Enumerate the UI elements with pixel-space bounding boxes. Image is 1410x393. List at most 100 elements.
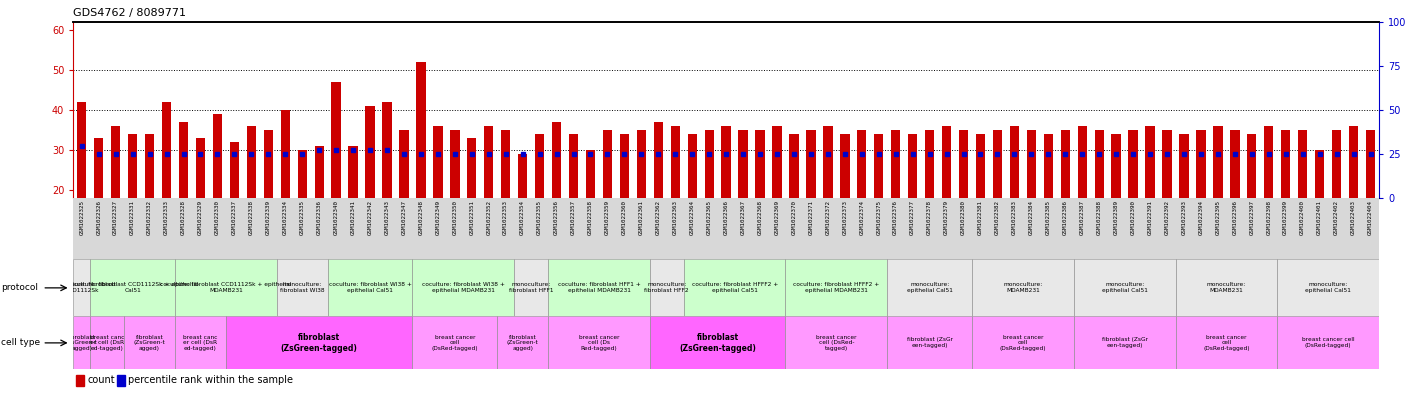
Bar [331, 82, 341, 198]
Text: GSM1022358: GSM1022358 [588, 200, 594, 235]
Text: GSM1022349: GSM1022349 [436, 200, 440, 235]
Bar [1277, 259, 1379, 316]
Text: coculture: fibroblast CCD1112Sk + epithelial
Cal51: coculture: fibroblast CCD1112Sk + epithe… [66, 283, 199, 293]
Text: GSM1022403: GSM1022403 [1351, 200, 1356, 235]
Bar [1176, 259, 1277, 316]
Text: GSM1022361: GSM1022361 [639, 200, 644, 235]
Bar [276, 259, 327, 316]
Text: GSM1022373: GSM1022373 [842, 200, 847, 235]
Text: GSM1022380: GSM1022380 [962, 200, 966, 235]
Bar [128, 134, 137, 198]
Text: GSM1022383: GSM1022383 [1012, 200, 1017, 235]
Text: GSM1022381: GSM1022381 [979, 200, 983, 235]
Text: GSM1022371: GSM1022371 [808, 200, 814, 235]
Bar [908, 134, 918, 198]
Text: cell type: cell type [1, 338, 41, 347]
Bar [1282, 130, 1290, 198]
Text: fibroblast
(ZsGreen-t
agged): fibroblast (ZsGreen-t agged) [506, 334, 539, 351]
Text: GSM1022357: GSM1022357 [571, 200, 577, 235]
Bar [94, 138, 103, 198]
Bar [117, 375, 125, 386]
Bar [90, 316, 124, 369]
Text: coculture: fibroblast HFFF2 +
epithelial Cal51: coculture: fibroblast HFFF2 + epithelial… [691, 283, 778, 293]
Bar [413, 316, 498, 369]
Text: fibroblast (ZsGr
een-tagged): fibroblast (ZsGr een-tagged) [907, 338, 953, 348]
Bar [382, 102, 392, 198]
Text: fibroblast (ZsGr
een-tagged): fibroblast (ZsGr een-tagged) [1101, 338, 1148, 348]
Text: breast cancer
cell
(DsRed-tagged): breast cancer cell (DsRed-tagged) [431, 334, 478, 351]
Text: GSM1022393: GSM1022393 [1182, 200, 1186, 235]
Text: monoculture:
fibroblast HFF1: monoculture: fibroblast HFF1 [509, 283, 553, 293]
Bar [1316, 150, 1324, 198]
Bar [162, 102, 171, 198]
Bar [467, 138, 477, 198]
Text: GSM1022400: GSM1022400 [1300, 200, 1306, 235]
Bar [484, 126, 494, 198]
Text: GSM1022396: GSM1022396 [1232, 200, 1238, 235]
Bar [548, 316, 650, 369]
Text: GSM1022348: GSM1022348 [419, 200, 423, 235]
Bar [327, 259, 413, 316]
Text: GSM1022355: GSM1022355 [537, 200, 541, 235]
Text: GSM1022402: GSM1022402 [1334, 200, 1340, 235]
Text: GSM1022330: GSM1022330 [214, 200, 220, 235]
Text: GSM1022366: GSM1022366 [723, 200, 729, 235]
Bar [568, 134, 578, 198]
Text: GSM1022338: GSM1022338 [248, 200, 254, 235]
Bar [498, 316, 548, 369]
Bar [76, 375, 83, 386]
Text: GSM1022336: GSM1022336 [317, 200, 321, 235]
Text: GSM1022404: GSM1022404 [1368, 200, 1373, 235]
Text: GSM1022368: GSM1022368 [757, 200, 763, 235]
Text: GSM1022390: GSM1022390 [1131, 200, 1135, 235]
Bar [196, 138, 206, 198]
Text: GSM1022378: GSM1022378 [928, 200, 932, 235]
Bar [891, 130, 901, 198]
Text: GSM1022352: GSM1022352 [486, 200, 491, 235]
Bar [281, 110, 290, 198]
Bar [247, 126, 257, 198]
Bar [1176, 316, 1277, 369]
Bar [785, 259, 887, 316]
Bar [756, 130, 764, 198]
Text: breast canc
er cell (DsR
ed-tagged): breast canc er cell (DsR ed-tagged) [90, 334, 124, 351]
Bar [1111, 134, 1121, 198]
Bar [637, 130, 646, 198]
Bar [213, 114, 223, 198]
Bar [971, 316, 1074, 369]
Bar [1366, 130, 1375, 198]
Bar [705, 130, 713, 198]
Text: GSM1022365: GSM1022365 [706, 200, 712, 235]
Bar [548, 259, 650, 316]
Bar [230, 142, 240, 198]
Text: coculture: fibroblast WI38 +
epithelial Cal51: coculture: fibroblast WI38 + epithelial … [329, 283, 412, 293]
Bar [264, 130, 274, 198]
Text: GSM1022356: GSM1022356 [554, 200, 560, 235]
Bar [433, 126, 443, 198]
Text: GSM1022362: GSM1022362 [656, 200, 661, 235]
Text: GSM1022391: GSM1022391 [1148, 200, 1152, 235]
Bar [650, 316, 785, 369]
Text: GSM1022351: GSM1022351 [470, 200, 474, 235]
Text: monoculture:
epithelial Cal51: monoculture: epithelial Cal51 [907, 283, 953, 293]
Text: GSM1022379: GSM1022379 [945, 200, 949, 235]
Bar [959, 130, 969, 198]
Text: GSM1022325: GSM1022325 [79, 200, 85, 235]
Bar [90, 259, 175, 316]
Text: monoculture:
MDAMB231: monoculture: MDAMB231 [1207, 283, 1246, 293]
Bar [124, 316, 175, 369]
Bar [1026, 130, 1036, 198]
Bar [1060, 130, 1070, 198]
Bar [501, 130, 510, 198]
Bar [688, 134, 697, 198]
Bar [1349, 126, 1358, 198]
Bar [298, 150, 307, 198]
Bar [1196, 130, 1206, 198]
Text: GSM1022369: GSM1022369 [774, 200, 780, 235]
Bar [517, 154, 527, 198]
Text: GSM1022401: GSM1022401 [1317, 200, 1323, 235]
Bar [1265, 126, 1273, 198]
Bar [1077, 126, 1087, 198]
Text: GSM1022384: GSM1022384 [1029, 200, 1034, 235]
Text: GSM1022389: GSM1022389 [1114, 200, 1118, 235]
